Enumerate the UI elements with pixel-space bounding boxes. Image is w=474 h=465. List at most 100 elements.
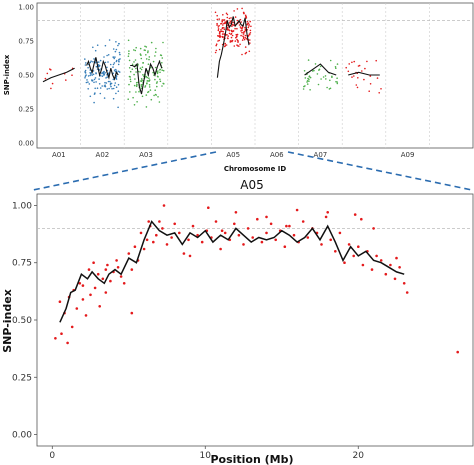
overview-snp-point: [109, 63, 112, 66]
overview-snp-point: [134, 59, 137, 61]
overview-snp-point: [95, 81, 97, 83]
detail-snp-point: [292, 233, 296, 237]
overview-snp-point: [132, 96, 134, 99]
detail-snp-point: [214, 220, 218, 223]
overview-snp-point: [222, 14, 224, 16]
overview-snp-point: [241, 7, 243, 10]
overview-snp-point: [226, 27, 229, 30]
detail-snp-point: [109, 279, 112, 283]
overview-snp-point: [230, 32, 233, 35]
detail-snp-point: [187, 238, 190, 242]
overview-snp-point: [115, 92, 117, 95]
detail-snp-point: [220, 229, 224, 232]
overview-snp-point: [250, 25, 252, 28]
overview-snp-point: [155, 82, 158, 84]
detail-snp-point: [92, 261, 95, 265]
detail-snp-point: [306, 236, 310, 239]
overview-snp-point: [94, 61, 97, 64]
overview-snp-point: [216, 24, 218, 26]
overview-snp-point: [216, 14, 218, 17]
overview-snp-point: [140, 57, 143, 60]
overview-snp-point: [239, 43, 241, 46]
overview-snp-point: [84, 64, 87, 66]
overview-snp-point: [150, 98, 153, 101]
overview-snp-point: [241, 31, 243, 34]
overview-snp-point: [336, 77, 338, 79]
detail-snp-point: [265, 215, 268, 219]
overview-snp-point: [156, 75, 159, 78]
overview-snp-point: [93, 81, 95, 84]
overview-snp-point: [117, 44, 119, 47]
detail-snp-point: [265, 231, 268, 235]
overview-snp-point: [244, 26, 246, 29]
overview-snp-point: [144, 49, 146, 52]
detail-snp-point: [320, 243, 323, 246]
overview-snp-point: [217, 35, 219, 37]
overview-snp-point: [145, 106, 148, 108]
overview-snp-point: [249, 20, 251, 23]
overview-snp-point: [217, 26, 220, 28]
overview-snp-point: [114, 70, 117, 73]
detail-x-axis-label: Position (Mb): [210, 453, 293, 465]
overview-snp-point: [127, 98, 129, 100]
overview-snp-point: [140, 78, 143, 80]
overview-snp-point: [104, 81, 106, 84]
overview-sliding-line: [304, 63, 337, 76]
overview-snp-point: [106, 76, 108, 78]
overview-snp-point: [139, 67, 142, 69]
overview-snp-point: [306, 83, 309, 85]
detail-y-tick-label: 0.00: [12, 431, 32, 441]
chromosome-tick-label: A02: [96, 151, 110, 159]
overview-snp-point: [112, 56, 115, 58]
overview-snp-point: [94, 87, 96, 90]
overview-snp-point: [84, 77, 86, 79]
overview-snp-point: [238, 24, 241, 26]
overview-snp-point: [145, 58, 148, 60]
overview-snp-point: [89, 74, 91, 77]
overview-snp-point: [115, 59, 118, 62]
overview-snp-point: [139, 71, 141, 73]
overview-points: [44, 7, 382, 109]
overview-snp-point: [84, 69, 87, 72]
detail-snp-point: [196, 233, 199, 237]
overview-snp-point: [236, 8, 239, 10]
detail-snp-point: [142, 247, 146, 251]
overview-snp-point: [148, 77, 150, 79]
overview-snp-point: [140, 68, 143, 71]
overview-snp-point: [148, 84, 151, 86]
overview-snp-point: [101, 85, 103, 87]
detail-snp-point: [393, 277, 397, 281]
detail-snp-point: [242, 243, 245, 246]
overview-snp-point: [244, 52, 247, 55]
overview-snp-point: [236, 33, 239, 36]
overview-snp-point: [109, 83, 112, 86]
overview-snp-point: [144, 45, 146, 48]
overview-snp-point: [245, 15, 247, 18]
detail-snp-point: [207, 206, 210, 209]
overview-snp-point: [236, 35, 238, 37]
detail-snp-point: [200, 240, 204, 244]
overview-snp-point: [71, 74, 73, 76]
overview-snp-point: [134, 49, 137, 52]
overview-snp-point: [147, 63, 150, 65]
overview-snp-point: [159, 80, 162, 83]
overview-snp-point: [98, 65, 100, 67]
overview-snp-point: [223, 19, 226, 21]
overview-snp-point: [107, 80, 110, 83]
overview-snp-point: [104, 44, 107, 47]
overview-snp-point: [229, 41, 232, 43]
overview-snp-point: [119, 53, 121, 56]
overview-snp-point: [159, 71, 161, 74]
detail-snp-point: [357, 245, 360, 248]
overview-snp-point: [234, 16, 237, 18]
overview-x-axis-label: Chromosome ID: [224, 165, 287, 173]
detail-x-tick-label: 10: [200, 451, 212, 461]
overview-snp-point: [112, 48, 115, 50]
overview-snp-point: [232, 21, 234, 24]
overview-snp-point: [113, 57, 115, 60]
detail-snp-point: [81, 298, 85, 301]
overview-snp-point: [222, 24, 224, 26]
overview-snp-point: [228, 22, 231, 24]
zoom-connector-left: [32, 151, 217, 191]
overview-sliding-line: [216, 16, 250, 78]
